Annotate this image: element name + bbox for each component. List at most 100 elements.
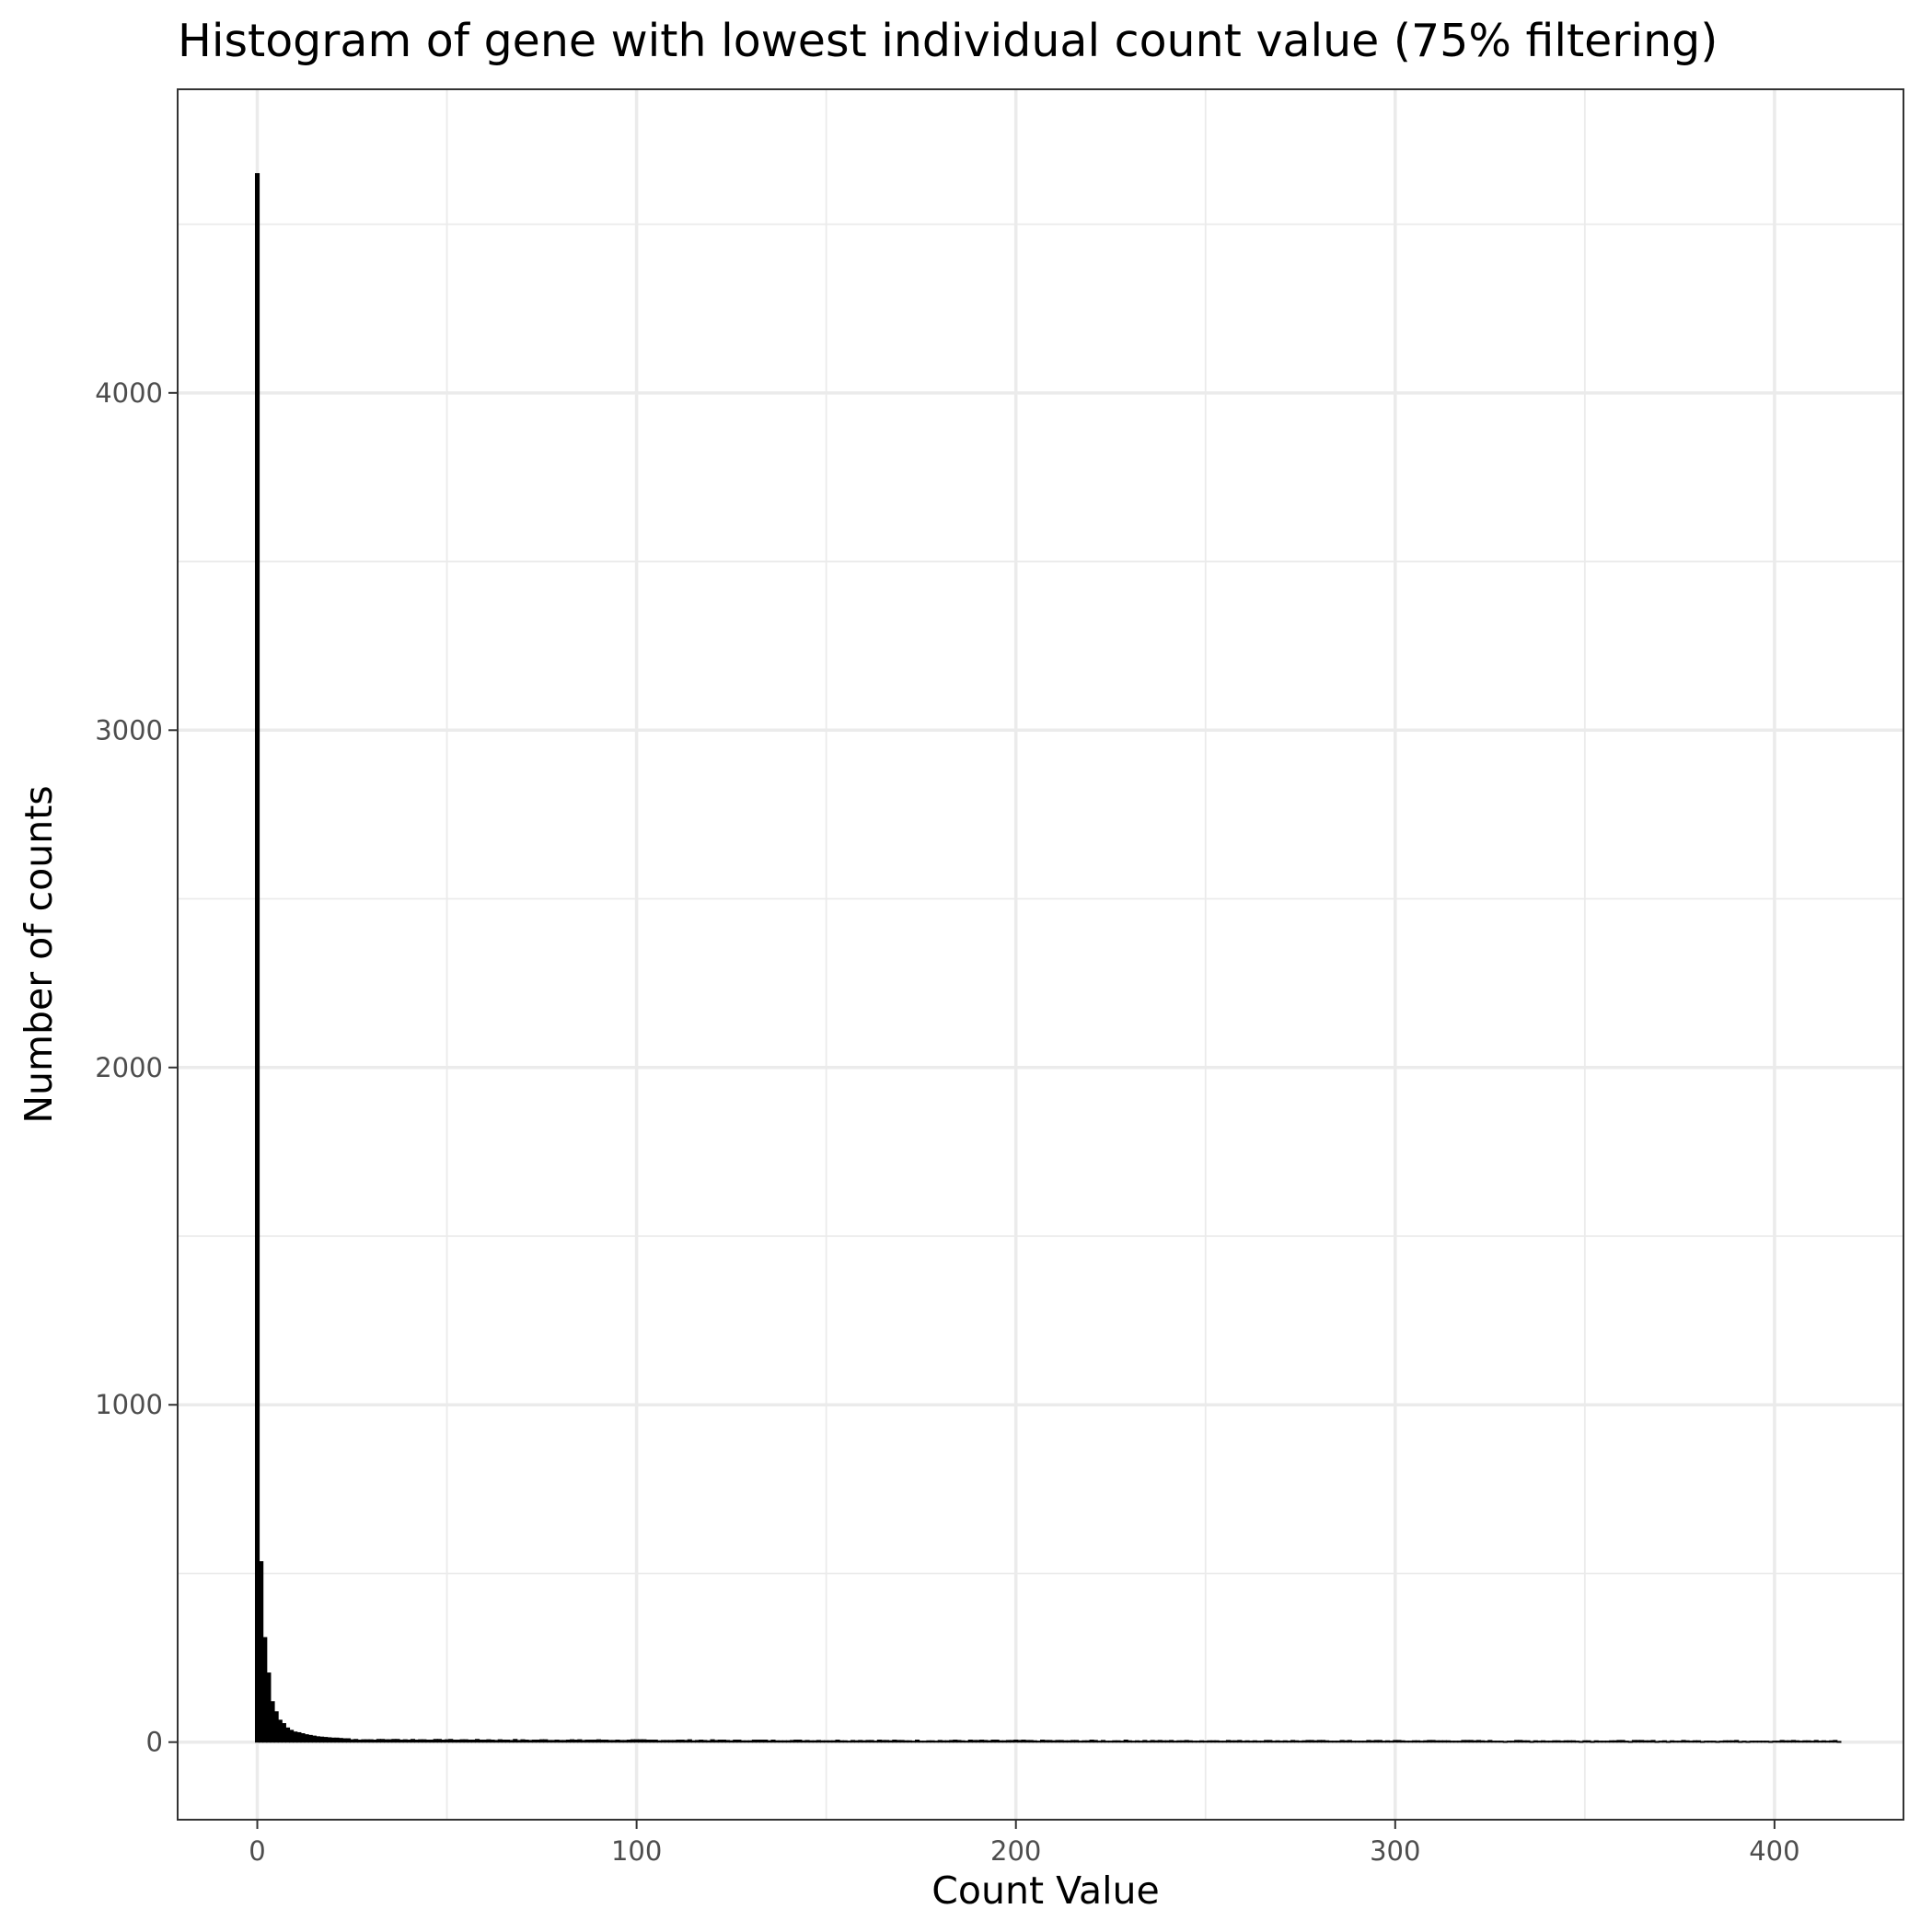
- histogram-bar: [345, 1738, 351, 1743]
- histogram-bar: [1650, 1740, 1656, 1743]
- histogram-bar: [1105, 1741, 1110, 1743]
- histogram-bar: [1328, 1741, 1334, 1743]
- histogram-bar: [885, 1740, 890, 1743]
- y-tick-label: 1000: [95, 1389, 163, 1420]
- histogram-bar: [642, 1739, 647, 1743]
- histogram-bar: [858, 1740, 863, 1743]
- histogram-bar: [1639, 1740, 1645, 1743]
- histogram-bar: [368, 1739, 374, 1743]
- histogram-bar: [1010, 1740, 1015, 1743]
- histogram-bar: [1677, 1741, 1683, 1743]
- histogram-bar: [1218, 1741, 1223, 1743]
- histogram-bar: [660, 1740, 666, 1743]
- y-tick-label: 3000: [95, 714, 163, 746]
- histogram-bar: [315, 1736, 321, 1743]
- histogram-bar: [717, 1740, 723, 1743]
- histogram-bar: [1389, 1741, 1394, 1743]
- histogram-bar: [1760, 1741, 1766, 1743]
- histogram-bar: [1191, 1741, 1197, 1743]
- histogram-bar: [1040, 1740, 1046, 1743]
- histogram-bar: [1536, 1741, 1542, 1743]
- histogram-bar: [577, 1739, 583, 1743]
- histogram-bar: [1139, 1741, 1144, 1743]
- histogram-bar: [1013, 1740, 1019, 1743]
- histogram-bar: [293, 1731, 298, 1743]
- histogram-bar: [524, 1740, 529, 1743]
- histogram-bar: [649, 1740, 654, 1743]
- histogram-bar: [440, 1740, 446, 1743]
- histogram-bar: [254, 173, 260, 1743]
- x-axis-title: Count Value: [931, 1868, 1159, 1913]
- histogram-bar: [418, 1739, 423, 1743]
- histogram-bar: [334, 1737, 340, 1743]
- histogram-bar: [1836, 1741, 1842, 1743]
- y-tick-label: 2000: [95, 1052, 163, 1083]
- histogram-bar: [1005, 1740, 1012, 1743]
- histogram-bar: [1475, 1740, 1482, 1743]
- histogram-bar: [527, 1740, 533, 1743]
- histogram-bar: [399, 1740, 404, 1743]
- histogram-bar: [459, 1739, 465, 1743]
- histogram-bar: [1487, 1740, 1493, 1743]
- histogram-bar: [1059, 1740, 1064, 1743]
- histogram-bar: [937, 1740, 943, 1743]
- histogram-bar: [1559, 1741, 1565, 1743]
- histogram-bar: [975, 1740, 981, 1743]
- histogram-bar: [573, 1740, 579, 1743]
- histogram-bar: [406, 1740, 411, 1743]
- histogram-bar: [1749, 1741, 1754, 1743]
- axis-ticks: [168, 391, 1776, 1829]
- histogram-bar: [1074, 1740, 1080, 1743]
- histogram-bar: [1203, 1741, 1209, 1743]
- grid-lines: [178, 89, 1903, 1820]
- histogram-bar: [550, 1740, 556, 1743]
- histogram-bar: [949, 1740, 954, 1743]
- x-tick-label: 300: [1370, 1835, 1420, 1867]
- histogram-bar: [1393, 1740, 1398, 1743]
- histogram-bar: [1332, 1741, 1337, 1743]
- chart-title: Histogram of gene with lowest individual…: [178, 15, 1718, 67]
- histogram-bar: [372, 1740, 377, 1743]
- histogram-bar: [1078, 1741, 1083, 1743]
- histogram-bar: [1320, 1740, 1326, 1743]
- histogram-bar: [1518, 1740, 1523, 1743]
- histogram-bar: [1123, 1740, 1128, 1743]
- histogram-bar: [1575, 1741, 1580, 1743]
- histogram-bar: [1704, 1741, 1709, 1743]
- histogram-bar: [273, 1711, 279, 1743]
- histogram-bar: [1544, 1741, 1550, 1743]
- histogram-bar: [702, 1740, 708, 1743]
- histogram-bar: [638, 1739, 643, 1743]
- histogram-bar: [531, 1740, 537, 1743]
- histogram-bar: [1813, 1740, 1819, 1743]
- histogram-bar: [599, 1740, 606, 1743]
- histogram-bar: [361, 1739, 366, 1743]
- y-tick-label: 4000: [95, 377, 163, 409]
- histogram-bar: [1764, 1741, 1770, 1743]
- histogram-bar: [607, 1740, 613, 1743]
- histogram-bar: [561, 1740, 567, 1743]
- histogram-bar: [479, 1740, 484, 1743]
- histogram-bar: [1658, 1741, 1663, 1743]
- histogram-bar: [770, 1740, 776, 1743]
- histogram-bar: [1707, 1741, 1713, 1743]
- histogram-bar: [1350, 1741, 1357, 1743]
- histogram-bar: [425, 1740, 431, 1743]
- histogram-bar: [1089, 1740, 1094, 1743]
- histogram-bar: [1316, 1740, 1322, 1743]
- histogram-bar: [668, 1740, 674, 1743]
- histogram-bar: [710, 1739, 715, 1743]
- histogram-bar: [516, 1740, 522, 1743]
- histogram-bar: [1347, 1740, 1352, 1743]
- histogram-bar: [1407, 1741, 1413, 1743]
- histogram-bar: [1169, 1740, 1174, 1743]
- histogram-bar: [289, 1730, 295, 1743]
- histogram-bar: [922, 1741, 928, 1743]
- histogram-bar: [429, 1740, 434, 1743]
- histogram-bar: [1225, 1740, 1232, 1743]
- histogram-bar: [1605, 1741, 1611, 1743]
- histogram-bar: [699, 1740, 704, 1743]
- histogram-bar: [395, 1739, 400, 1743]
- histogram-bar: [1738, 1741, 1743, 1743]
